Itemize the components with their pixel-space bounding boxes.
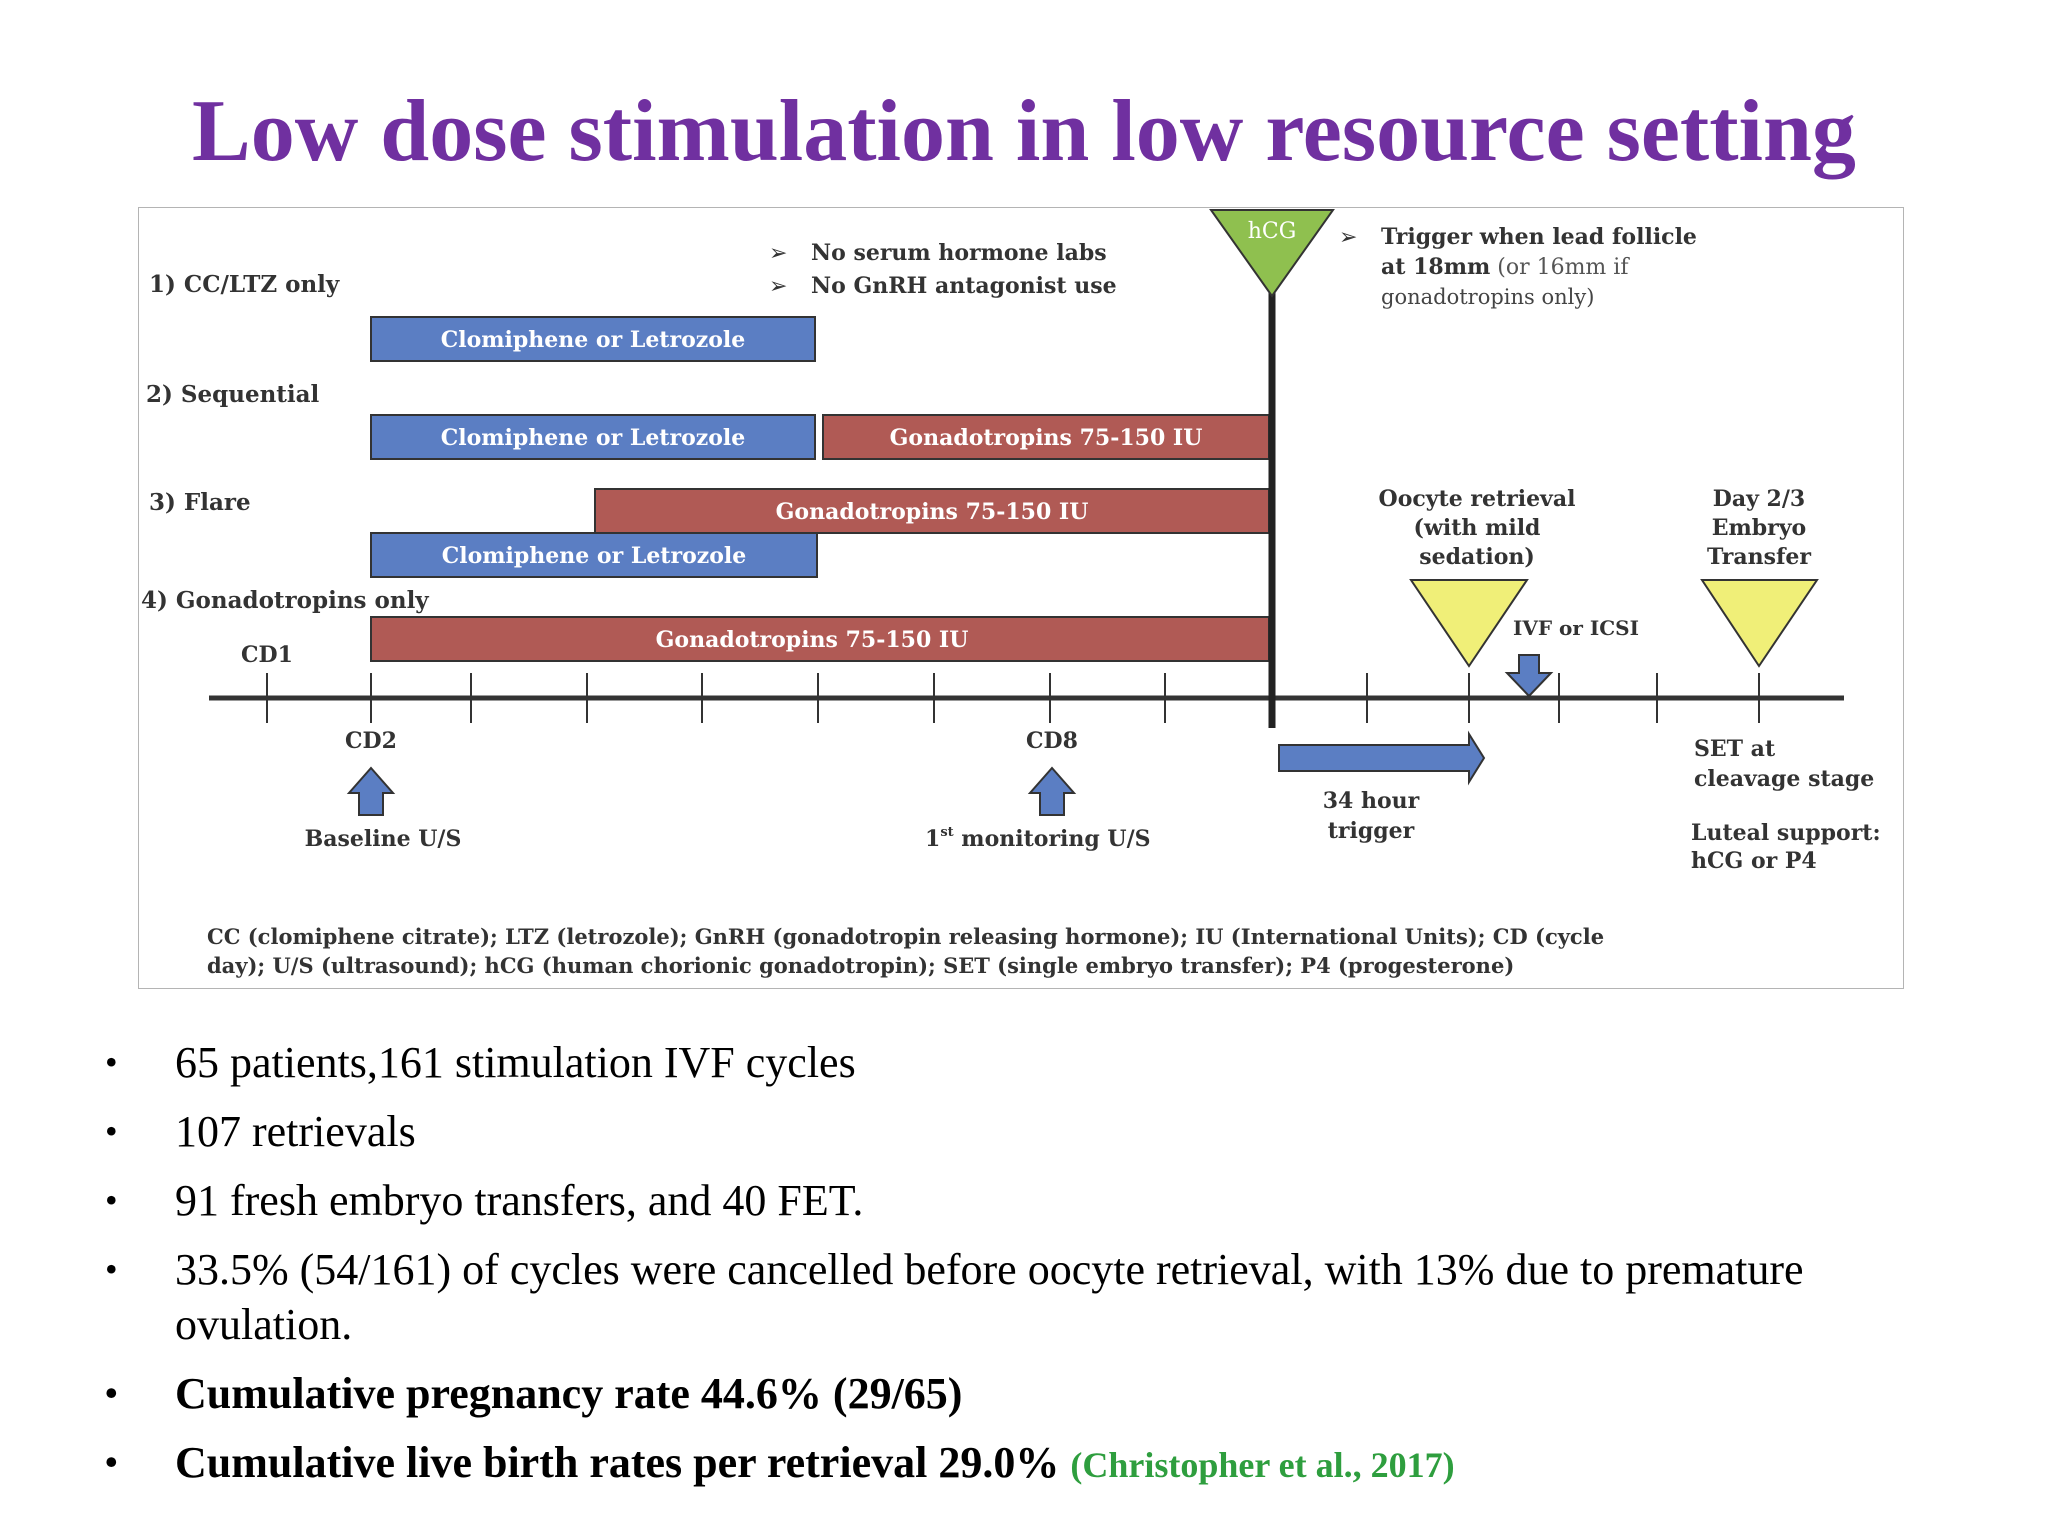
trigger-time-line1: 34 hour: [1323, 788, 1420, 814]
bullet-item-live-birth-rate: • Cumulative live birth rates per retriev…: [105, 1435, 1985, 1493]
diagram-footnote-line1: CC (clomiphene citrate); LTZ (letrozole)…: [207, 924, 1604, 949]
note-no-labs: No serum hormone labs: [811, 240, 1107, 266]
trigger-duration-arrow-icon: [1278, 730, 1486, 786]
set-line2: cleavage stage: [1694, 766, 1874, 792]
slide-title: Low dose stimulation in low resource set…: [192, 83, 1856, 180]
luteal-line2: hCG or P4: [1691, 848, 1817, 874]
trigger-arrow-icon: ➢: [1339, 224, 1357, 249]
note-arrow-icon: ➢: [769, 273, 787, 298]
svg-text:Clomiphene or Letrozole: Clomiphene or Letrozole: [441, 425, 746, 451]
citation: (Christopher et al., 2017): [1070, 1445, 1455, 1485]
embryo-transfer-line2: Embryo: [1712, 515, 1806, 541]
baseline-up-arrow-icon: [346, 766, 396, 816]
stimulation-protocol-diagram: ➢ No serum hormone labs ➢ No GnRH antago…: [138, 207, 1904, 989]
bar-sequential-clomiphene: Clomiphene or Letrozole: [370, 414, 816, 460]
timeline-ticks: [266, 673, 1760, 723]
luteal-line1: Luteal support:: [1691, 820, 1881, 846]
bullet-item: • 91 fresh embryo transfers, and 40 FET.: [105, 1173, 1985, 1228]
embryo-transfer-triangle: [1700, 579, 1819, 668]
bullet-item: • 107 retrievals: [105, 1104, 1985, 1159]
oocyte-retrieval-line2: (with mild: [1414, 515, 1541, 541]
bar-gonadotropins-only: Gonadotropins 75-150 IU: [370, 616, 1270, 662]
ivf-icsi-label: IVF or ICSI: [1513, 616, 1639, 640]
monitoring-up-arrow-icon: [1027, 766, 1077, 816]
trigger-note-line2: at 18mm (or 16mm if: [1381, 254, 1630, 280]
svg-text:Clomiphene or Letrozole: Clomiphene or Letrozole: [442, 543, 747, 569]
bullet-dot-icon: •: [105, 1249, 118, 1289]
svg-text:Clomiphene or Letrozole: Clomiphene or Letrozole: [441, 327, 746, 353]
svg-text:hCG: hCG: [1248, 219, 1297, 244]
bullet-dot-icon: •: [105, 1442, 118, 1482]
cd8-label: CD8: [1026, 728, 1078, 754]
monitoring-us-label: 1st monitoring U/S: [925, 825, 1151, 852]
diagram-footnote-line2: day); U/S (ultrasound); hCG (human chori…: [207, 953, 1514, 978]
baseline-us-label: Baseline U/S: [305, 826, 462, 852]
trigger-note-line3: gonadotropins only): [1381, 285, 1594, 309]
cd1-label: CD1: [241, 642, 293, 668]
bullet-item: • 33.5% (54/161) of cycles were cancelled…: [105, 1242, 1985, 1352]
bar-cc-only: Clomiphene or Letrozole: [370, 316, 816, 362]
bullet-item-pregnancy-rate: • Cumulative pregnancy rate 44.6% (29/65): [105, 1366, 1985, 1421]
ivf-down-arrow-icon: [1504, 654, 1554, 698]
protocol-label-1: 1) CC/LTZ only: [149, 271, 340, 298]
svg-text:Gonadotropins 75-150 IU: Gonadotropins 75-150 IU: [890, 425, 1203, 451]
svg-text:Gonadotropins 75-150 IU: Gonadotropins 75-150 IU: [656, 627, 969, 653]
hcg-triangle: hCG: [1209, 209, 1335, 298]
protocol-label-4: 4) Gonadotropins only: [141, 587, 429, 614]
cd2-label: CD2: [345, 728, 397, 754]
bullet-dot-icon: •: [105, 1180, 118, 1220]
embryo-transfer-line3: Transfer: [1707, 544, 1811, 570]
svg-text:Gonadotropins 75-150 IU: Gonadotropins 75-150 IU: [776, 499, 1089, 525]
protocol-label-3: 3) Flare: [149, 489, 251, 516]
trigger-time-line2: trigger: [1328, 818, 1415, 844]
note-no-antagonist: No GnRH antagonist use: [811, 273, 1117, 299]
bullet-item: • 65 patients,161 stimulation IVF cycles: [105, 1035, 1985, 1090]
bullet-dot-icon: •: [105, 1042, 118, 1082]
oocyte-retrieval-line3: sedation): [1419, 544, 1535, 570]
oocyte-retrieval-triangle: [1409, 579, 1529, 668]
note-arrow-icon: ➢: [769, 240, 787, 265]
protocol-label-2: 2) Sequential: [146, 381, 320, 408]
embryo-transfer-line1: Day 2/3: [1713, 486, 1805, 512]
summary-bullet-list: • 65 patients,161 stimulation IVF cycles …: [105, 1035, 1985, 1507]
trigger-note-line1: Trigger when lead follicle: [1381, 224, 1697, 250]
oocyte-retrieval-line1: Oocyte retrieval: [1379, 486, 1576, 512]
bar-flare-clomiphene: Clomiphene or Letrozole: [370, 532, 818, 578]
set-line1: SET at: [1694, 736, 1776, 762]
bullet-dot-icon: •: [105, 1373, 118, 1413]
bullet-dot-icon: •: [105, 1111, 118, 1151]
bar-flare-gonadotropins: Gonadotropins 75-150 IU: [594, 488, 1270, 534]
bar-sequential-gonadotropins: Gonadotropins 75-150 IU: [822, 414, 1270, 460]
